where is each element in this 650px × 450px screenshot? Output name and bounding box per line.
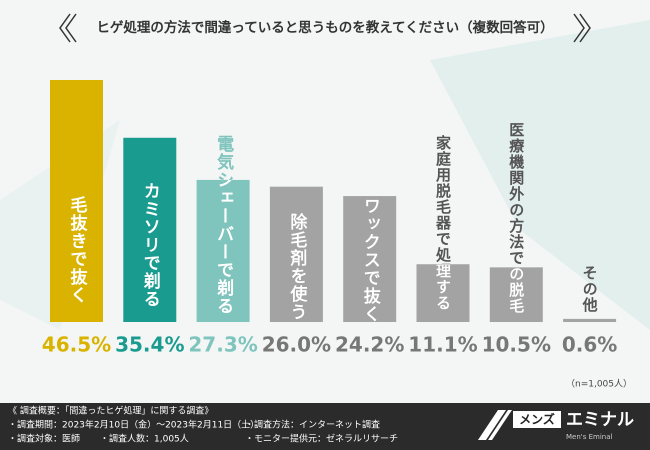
survey-method: ・調査方法：インターネット調査 bbox=[245, 419, 380, 431]
category-label: 電気シェーバーで剃る bbox=[213, 135, 235, 315]
survey-provider: ・モニター提供元：ゼネラルリサーチ bbox=[245, 433, 398, 445]
value-label: 46.5% bbox=[42, 333, 111, 357]
category-label-inner: ワックスで抜く bbox=[360, 197, 381, 323]
category-label: 医療機関外の方法での脱毛 bbox=[507, 122, 525, 314]
category-label: 除毛剤を使う bbox=[286, 212, 308, 321]
survey-heading: 《 調査概要：「間違ったヒゲ処理」に関する調査》 bbox=[8, 405, 213, 417]
value-label: 11.1% bbox=[408, 333, 477, 357]
category-label-inner: 除毛剤を使う bbox=[286, 212, 308, 321]
chart-title: ヒゲ処理の方法で間違っていると思うものを教えてください（複数回答可） bbox=[96, 19, 553, 36]
bar bbox=[123, 137, 177, 322]
bar bbox=[269, 186, 323, 322]
category-label: ワックスで抜く bbox=[360, 197, 381, 323]
chevron bbox=[579, 13, 591, 43]
category-label: 家庭用脱毛器で処理する bbox=[434, 134, 452, 311]
bar bbox=[489, 267, 543, 322]
category-label-inner: カミソリで剃る bbox=[140, 182, 161, 308]
category-label-inner: 医療機関外の方法での脱毛 bbox=[507, 122, 525, 314]
survey-target: ・調査対象：医師 bbox=[8, 433, 80, 445]
bar bbox=[50, 80, 103, 322]
survey-period: ・調査期間：2023年2月10日（金）～2023年2月11日（土） bbox=[8, 419, 259, 431]
category-label-inner: 家庭用脱毛器で処理する bbox=[434, 134, 452, 311]
logo-mens: メンズ bbox=[519, 412, 555, 427]
bar bbox=[343, 196, 397, 322]
chevron bbox=[65, 13, 77, 43]
category-label: その他 bbox=[581, 265, 599, 313]
chevron bbox=[59, 13, 71, 43]
logo-sub: Men's Eminal bbox=[566, 433, 612, 441]
value-label: 35.4% bbox=[115, 333, 184, 357]
logo-box bbox=[513, 411, 561, 428]
logo-mark bbox=[488, 410, 512, 440]
value-label: 24.2% bbox=[335, 333, 404, 357]
logo-mark bbox=[478, 410, 506, 440]
category-label: 毛抜きで抜く bbox=[67, 195, 88, 304]
bar bbox=[416, 264, 470, 322]
value-label: 10.5% bbox=[482, 333, 551, 357]
decor bbox=[430, 20, 650, 330]
category-label-inner: 毛抜きで抜く bbox=[67, 195, 88, 304]
value-label: 26.0% bbox=[262, 333, 331, 357]
value-label: 27.3% bbox=[188, 333, 257, 357]
bar bbox=[563, 318, 617, 322]
survey-count: ・調査人数：1,005人 bbox=[100, 433, 189, 445]
bar bbox=[196, 179, 250, 322]
chevron bbox=[573, 13, 585, 43]
category-label: カミソリで剃る bbox=[140, 182, 161, 308]
category-label-inner: 電気シェーバーで剃る bbox=[213, 135, 235, 315]
logo-eminal: エミナル bbox=[566, 410, 634, 430]
value-label: 0.6% bbox=[562, 333, 617, 357]
note: （n=1,005人） bbox=[566, 379, 632, 390]
